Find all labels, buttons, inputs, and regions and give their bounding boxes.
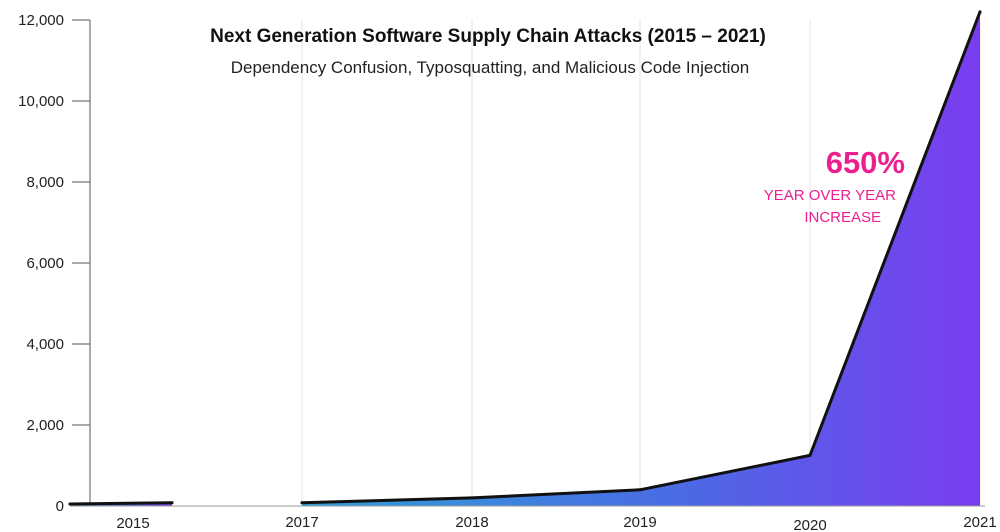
data-point <box>68 502 72 506</box>
data-point <box>470 496 474 500</box>
data-point <box>808 453 812 457</box>
data-point <box>978 10 982 14</box>
y-tick-label: 2,000 <box>26 417 64 434</box>
x-axis: 2015 2017 2018 2019 2020 2021 <box>70 505 997 532</box>
x-tick-label: 2015 <box>116 515 149 532</box>
y-tick-label: 10,000 <box>18 93 64 110</box>
y-tick-label: 0 <box>56 498 64 515</box>
x-tick-label: 2020 <box>793 517 826 532</box>
x-tick-label: 2017 <box>285 514 318 531</box>
annotation-percent: 650% <box>826 145 905 180</box>
annotation-line1: YEAR OVER YEAR <box>764 187 896 204</box>
x-tick-label: 2021 <box>963 514 996 531</box>
area-series <box>68 10 982 507</box>
data-point <box>300 501 304 505</box>
series-line <box>68 501 174 506</box>
y-tick-label: 6,000 <box>26 255 64 272</box>
y-tick-label: 8,000 <box>26 174 64 191</box>
data-point <box>170 501 174 505</box>
y-tick-label: 12,000 <box>18 12 64 29</box>
data-point <box>638 488 642 492</box>
y-tick-label: 4,000 <box>26 336 64 353</box>
chart-title: Next Generation Software Supply Chain At… <box>210 26 766 47</box>
y-axis: 0 2,000 4,000 6,000 8,000 10,000 12,000 <box>18 12 91 515</box>
x-tick-label: 2019 <box>623 514 656 531</box>
x-tick-label: 2018 <box>455 514 488 531</box>
chart-subtitle: Dependency Confusion, Typosquatting, and… <box>231 58 750 77</box>
annotation-line2: INCREASE <box>804 209 881 226</box>
area-fill <box>302 11 980 507</box>
